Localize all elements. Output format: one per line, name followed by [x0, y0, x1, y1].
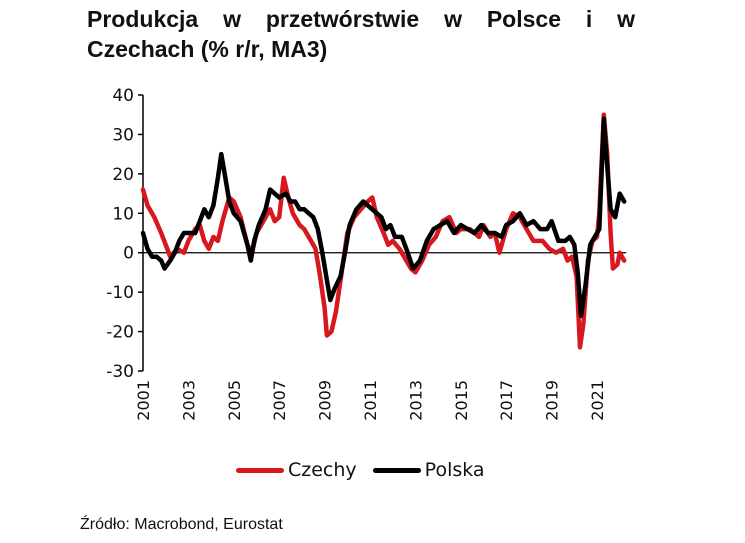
x-axis: 2001 2003 2005 2007 2009 2011 2013 2015 2017 2019… [134, 252, 627, 421]
y-axis: 40 30 20 10 0 -10 -20 -30 [106, 86, 144, 382]
x-tick-label: 2005 [225, 380, 244, 421]
y-tick-label: -20 [106, 323, 134, 343]
y-tick-label: -30 [106, 362, 134, 382]
x-tick-label: 2015 [452, 380, 471, 421]
x-tick-label: 2011 [361, 380, 380, 421]
legend: Czechy Polska [236, 459, 485, 481]
x-tick-label: 2007 [270, 380, 289, 421]
y-tick-label: 40 [112, 86, 134, 106]
y-tick-label: 20 [112, 165, 134, 185]
legend-item-polska: Polska [372, 459, 485, 481]
legend-label-czechy: Czechy [288, 459, 357, 481]
x-tick-label: 2013 [406, 380, 425, 421]
legend-swatch-polska [372, 467, 421, 473]
x-tick-label: 2017 [497, 380, 516, 421]
y-tick-label: 0 [123, 244, 134, 264]
y-tick-label: 10 [112, 204, 134, 224]
chart-title-line1: Produkcja w przetwórstwie w Polsce i w [87, 6, 635, 32]
y-tick-label: -10 [106, 283, 134, 303]
legend-swatch-czechy [236, 467, 284, 473]
series-line-polska [140, 116, 627, 319]
series-lines [140, 112, 627, 350]
x-tick-label: 2009 [316, 380, 335, 421]
legend-item-czechy: Czechy [236, 459, 357, 481]
x-tick-label: 2003 [179, 380, 198, 421]
x-tick-label: 2021 [588, 380, 607, 421]
source-note: Źródło: Macrobond, Eurostat [80, 516, 283, 533]
chart-title-line2: Czechach (% r/r, MA3) [87, 36, 328, 62]
chart-title: Produkcja w przetwórstwie w Polsce i w C… [87, 4, 635, 64]
x-tick-label: 2019 [543, 380, 562, 421]
legend-label-polska: Polska [424, 459, 485, 481]
y-tick-label: 30 [112, 125, 134, 145]
x-tick-label: 2001 [134, 380, 153, 421]
series-line-czechy [140, 112, 627, 350]
